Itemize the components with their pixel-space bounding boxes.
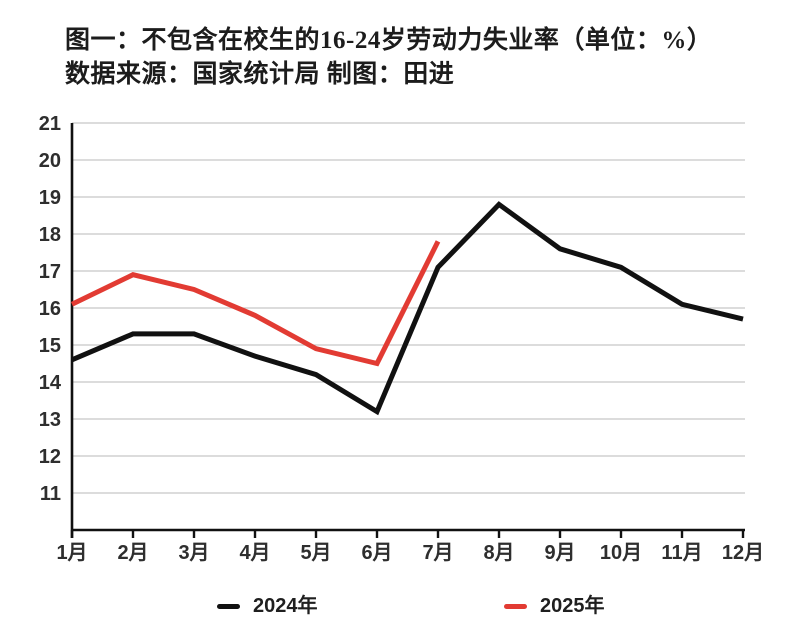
line-chart: 11 12 13 14 15 16 17 18 19 20 21 1月 2月 3月 4月 5月 6月 7月 8月 9月… — [39, 113, 764, 564]
x-axis-label-8: 8月 — [483, 542, 514, 564]
chart-title: 图一：不包含在校生的16-24岁劳动力失业率（单位：%） — [65, 27, 713, 54]
title-block: 图一：不包含在校生的16-24岁劳动力失业率（单位：%） 数据来源：国家统计局 … — [65, 24, 712, 92]
legend-swatch-2024 — [217, 603, 240, 609]
x-axis-label-3: 3月 — [178, 542, 209, 564]
y-axis-label-19: 19 — [39, 187, 61, 209]
y-axis-label-15: 15 — [39, 335, 61, 357]
x-axis-label-10: 10月 — [600, 542, 642, 564]
legend-label-2024: 2024年 — [253, 595, 318, 617]
chart-source: 数据来源：国家统计局 制图：田进 — [65, 61, 455, 88]
x-axis-label-5: 5月 — [300, 542, 331, 564]
y-axis-label-14: 14 — [39, 372, 62, 394]
x-axis-label-4: 4月 — [239, 542, 270, 564]
x-axis-label-12: 12月 — [722, 542, 764, 564]
y-axis-label-21: 21 — [39, 113, 61, 135]
x-axis-label-2: 2月 — [117, 542, 148, 564]
legend: 2024年 2025年 — [0, 593, 800, 623]
y-axis-label-16: 16 — [39, 298, 61, 320]
x-axis-label-1: 1月 — [56, 542, 87, 564]
x-axis-label-11: 11月 — [661, 542, 702, 564]
y-axis-label-20: 20 — [39, 150, 61, 172]
y-axis-label-13: 13 — [39, 409, 61, 431]
x-axis-label-6: 6月 — [361, 542, 392, 564]
y-axis-label-17: 17 — [39, 261, 61, 283]
legend-item-2025: 2025年 — [504, 593, 605, 619]
legend-item-2024: 2024年 — [217, 593, 318, 619]
series-line-2025 — [70, 240, 441, 367]
y-axis-label-11: 11 — [40, 483, 61, 505]
series-line-2024 — [71, 201, 744, 416]
legend-swatch-2025 — [504, 603, 527, 609]
y-axis-label-12: 12 — [39, 446, 61, 468]
x-axis-label-9: 9月 — [544, 542, 575, 564]
y-axis-label-18: 18 — [39, 224, 61, 246]
legend-label-2025: 2025年 — [540, 595, 605, 617]
x-axis-label-7: 7月 — [422, 542, 453, 564]
